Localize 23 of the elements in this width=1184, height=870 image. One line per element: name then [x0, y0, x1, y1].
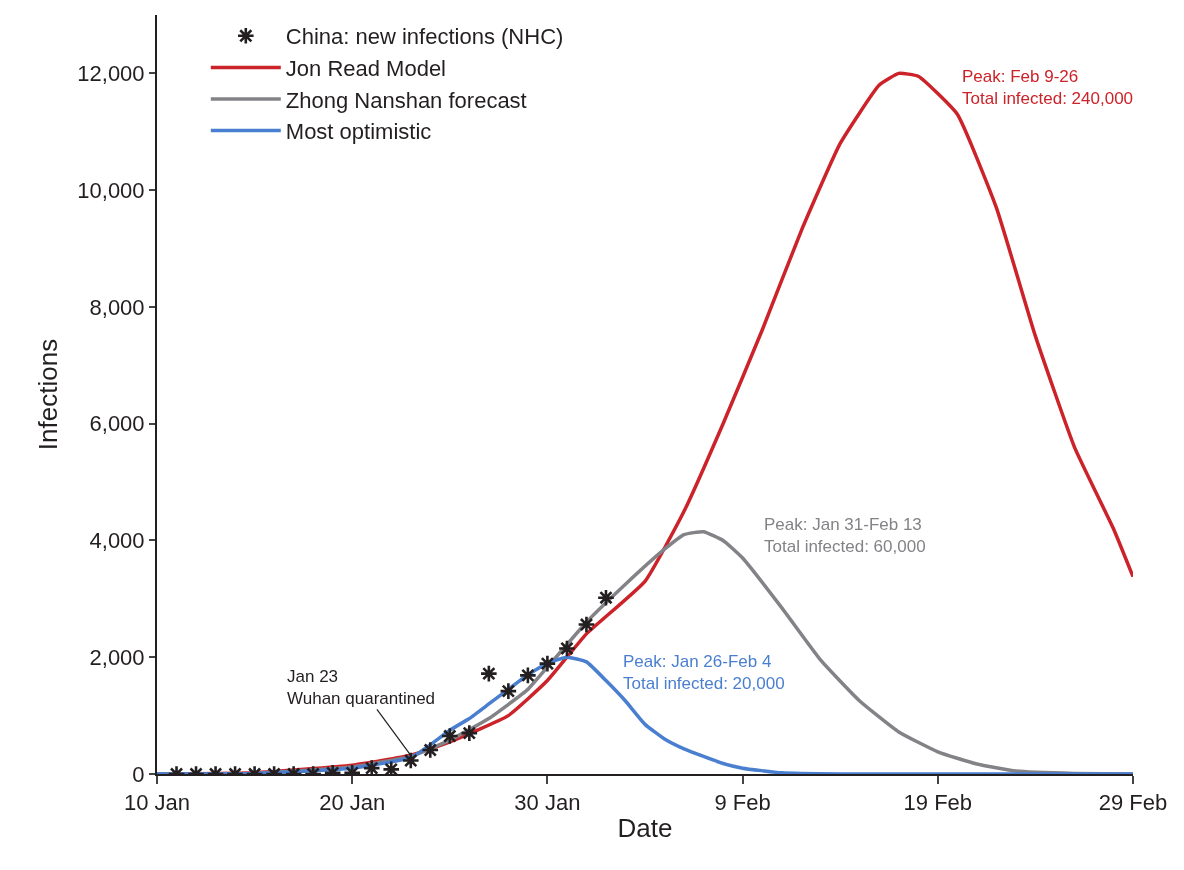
y-tick-label: 0: [132, 761, 145, 787]
y-tick-label: 8,000: [89, 294, 145, 320]
x-tick-label: 30 Jan: [514, 790, 581, 816]
y-tick-label: 2,000: [89, 644, 145, 670]
legend-label: Most optimistic: [285, 119, 432, 145]
x-tick-label: 29 Feb: [1098, 790, 1168, 816]
y-axis-title: Infections: [33, 338, 64, 451]
x-tick-label: 9 Feb: [714, 790, 771, 816]
legend-label: China: new infections (NHC): [285, 24, 564, 50]
legend-label: Zhong Nanshan forecast: [285, 87, 527, 113]
y-tick-label: 10,000: [77, 177, 145, 203]
annotation: Peak: Feb 9-26 Total infected: 240,000: [962, 67, 1134, 109]
x-tick-label: 20 Jan: [319, 790, 386, 816]
y-tick-label: 6,000: [89, 411, 145, 437]
annotation: Peak: Jan 26-Feb 4 Total infected: 20,000: [623, 652, 785, 694]
legend-label: Jon Read Model: [285, 55, 447, 81]
annotation: Peak: Jan 31-Feb 13 Total infected: 60,000: [764, 515, 926, 557]
x-tick-label: 10 Jan: [123, 790, 191, 816]
y-tick-label: 12,000: [77, 61, 145, 87]
x-tick-label: 19 Feb: [903, 790, 973, 816]
y-tick-label: 4,000: [89, 528, 145, 554]
x-axis-title: Date: [617, 812, 673, 843]
annotation: Jan 23 Wuhan quarantined: [287, 667, 436, 709]
